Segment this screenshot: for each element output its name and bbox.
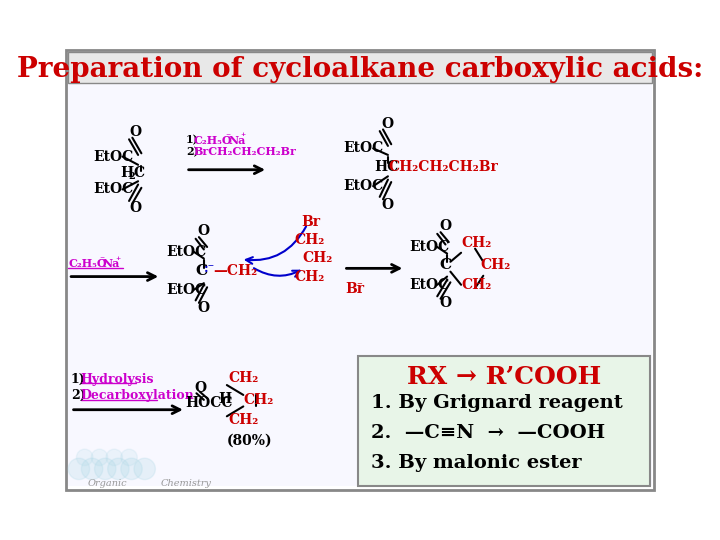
Text: Organic: Organic xyxy=(87,479,127,488)
Text: (80%): (80%) xyxy=(227,434,272,448)
Text: 1): 1) xyxy=(71,373,86,386)
Circle shape xyxy=(94,458,116,480)
FancyBboxPatch shape xyxy=(68,81,652,486)
Text: Br: Br xyxy=(345,282,364,296)
Text: O: O xyxy=(194,381,206,395)
Text: 3. By malonic ester: 3. By malonic ester xyxy=(371,454,581,472)
Text: H: H xyxy=(218,392,231,406)
Text: EtOC: EtOC xyxy=(343,179,384,193)
Text: BrCH₂CH₂CH₂Br: BrCH₂CH₂CH₂Br xyxy=(194,146,297,157)
Text: EtOC: EtOC xyxy=(94,183,134,197)
Text: EtOC: EtOC xyxy=(166,245,207,259)
Circle shape xyxy=(134,458,156,480)
Text: O: O xyxy=(130,125,142,139)
Text: O: O xyxy=(439,296,451,310)
Text: ⁺: ⁺ xyxy=(115,255,120,265)
Text: Na: Na xyxy=(228,134,246,146)
Text: —CH₂: —CH₂ xyxy=(214,264,258,278)
Text: CH₂: CH₂ xyxy=(461,278,491,292)
Text: ⁺: ⁺ xyxy=(240,132,246,141)
Text: 1. By Grignard reagent: 1. By Grignard reagent xyxy=(371,394,622,412)
Text: O: O xyxy=(130,201,142,215)
Text: 2): 2) xyxy=(186,146,199,157)
Text: 2): 2) xyxy=(71,389,86,402)
Text: Decarboxylation: Decarboxylation xyxy=(81,389,194,402)
Text: CH₂: CH₂ xyxy=(243,393,274,407)
Text: EtOC: EtOC xyxy=(166,283,207,296)
FancyArrowPatch shape xyxy=(254,268,300,276)
Text: ⁻: ⁻ xyxy=(225,132,230,141)
Text: Hydrolysis: Hydrolysis xyxy=(81,373,154,386)
Text: O: O xyxy=(439,219,451,233)
Text: CH₂: CH₂ xyxy=(480,258,510,272)
Text: 2.  —C≡N  →  —COOH: 2. —C≡N → —COOH xyxy=(371,424,605,442)
Circle shape xyxy=(121,458,143,480)
Text: C: C xyxy=(196,264,208,278)
FancyBboxPatch shape xyxy=(68,52,652,84)
Text: CH₂: CH₂ xyxy=(294,269,325,284)
FancyBboxPatch shape xyxy=(66,50,654,490)
Circle shape xyxy=(81,458,103,480)
Text: CH₂: CH₂ xyxy=(461,236,491,250)
Text: EtOC: EtOC xyxy=(409,240,449,254)
Text: ⁻: ⁻ xyxy=(356,280,363,291)
Text: CH₂: CH₂ xyxy=(228,414,258,427)
Text: C₂H₅O: C₂H₅O xyxy=(194,134,233,146)
Text: :⁻: :⁻ xyxy=(204,262,215,275)
FancyBboxPatch shape xyxy=(359,356,650,486)
Text: C₂H₅O: C₂H₅O xyxy=(68,258,107,269)
Circle shape xyxy=(121,449,138,465)
Circle shape xyxy=(91,449,108,465)
Text: CH₂: CH₂ xyxy=(294,233,325,247)
Text: HOCC: HOCC xyxy=(186,396,233,410)
Text: O: O xyxy=(382,198,394,212)
Text: Na: Na xyxy=(103,258,120,269)
Text: 2: 2 xyxy=(128,172,135,181)
Circle shape xyxy=(68,458,89,480)
Text: CH₂: CH₂ xyxy=(228,372,258,386)
Text: Preparation of cycloalkane carboxylic acids:: Preparation of cycloalkane carboxylic ac… xyxy=(17,56,703,83)
Circle shape xyxy=(76,449,93,465)
Text: H: H xyxy=(120,166,133,180)
Text: HC: HC xyxy=(375,160,399,174)
Text: RX → R’COOH: RX → R’COOH xyxy=(407,365,601,389)
Text: C: C xyxy=(439,258,451,272)
Text: 1): 1) xyxy=(186,134,199,146)
Circle shape xyxy=(106,449,122,465)
Text: O: O xyxy=(197,225,210,238)
Text: C: C xyxy=(133,166,144,180)
Text: O: O xyxy=(382,117,394,131)
Text: EtOC: EtOC xyxy=(94,150,134,164)
FancyArrowPatch shape xyxy=(246,226,306,264)
Text: EtOC: EtOC xyxy=(343,141,384,156)
Text: CH₂CH₂CH₂Br: CH₂CH₂CH₂Br xyxy=(389,160,498,174)
Circle shape xyxy=(108,458,129,480)
Text: O: O xyxy=(197,301,210,315)
Text: Br: Br xyxy=(301,215,320,230)
Text: EtOC: EtOC xyxy=(409,278,449,292)
Text: Chemistry: Chemistry xyxy=(161,479,212,488)
Text: CH₂: CH₂ xyxy=(302,252,333,266)
Text: ⁻: ⁻ xyxy=(99,255,104,265)
